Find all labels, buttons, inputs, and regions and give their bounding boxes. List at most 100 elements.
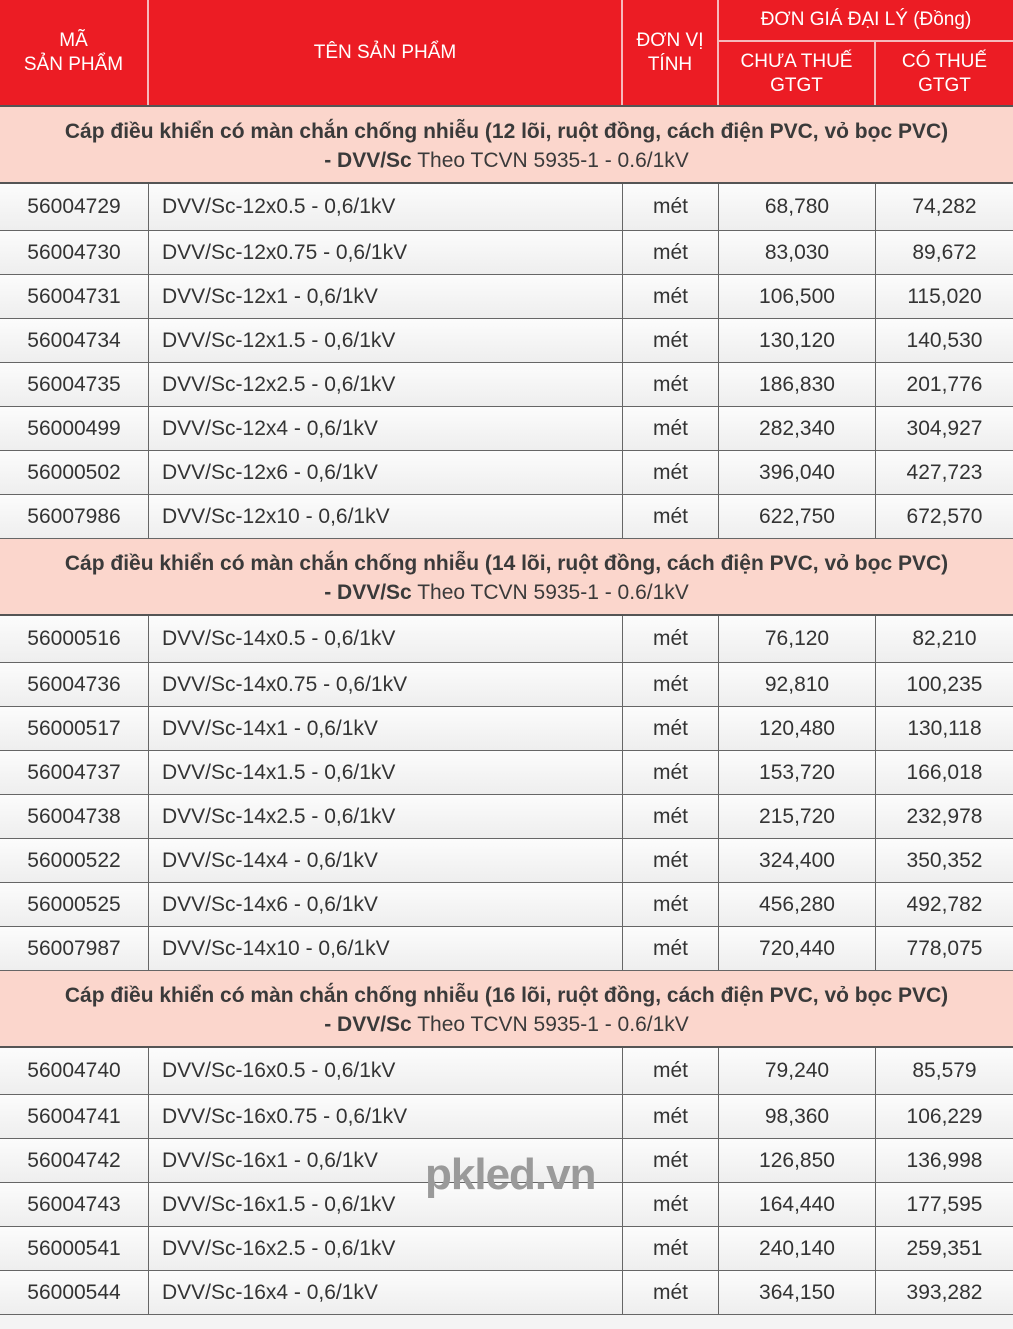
product-code: 56000516 (0, 616, 149, 662)
table-row: 56004742 DVV/Sc-16x1 - 0,6/1kV mét 126,850 1… (0, 1139, 1013, 1183)
product-name: DVV/Sc-14x1.5 - 0,6/1kV (149, 751, 623, 794)
product-name: DVV/Sc-16x0.75 - 0,6/1kV (149, 1095, 623, 1138)
price-with-tax: 350,352 (906, 848, 983, 872)
unit: mét (623, 707, 719, 750)
header-name: TÊN SẢN PHẨM (149, 0, 623, 105)
unit: mét (623, 1183, 719, 1226)
price-with-tax: 85,579 (912, 1059, 977, 1082)
section-title: Cáp điều khiển có màn chắn chống nhiễu (… (64, 552, 949, 575)
price-pre-tax: 153,720 (719, 751, 876, 794)
unit: mét (623, 839, 719, 882)
price-pre-tax: 396,040 (719, 451, 876, 494)
table-row: 56000502 DVV/Sc-12x6 - 0,6/1kV mét 396,040 4… (0, 451, 1013, 495)
product-code: 56000525 (0, 883, 149, 926)
table-row: 56000541 DVV/Sc-16x2.5 - 0,6/1kV mét 240,14… (0, 1227, 1013, 1271)
product-name: DVV/Sc-16x0.5 - 0,6/1kV (149, 1048, 623, 1094)
table-row: 56007986 DVV/Sc-12x10 - 0,6/1kV mét 622,750… (0, 495, 1013, 539)
unit: mét (623, 319, 719, 362)
product-name: DVV/Sc-12x2.5 - 0,6/1kV (149, 363, 623, 406)
product-name: DVV/Sc-12x0.5 - 0,6/1kV (149, 184, 623, 230)
price-pre-tax: 215,720 (719, 795, 876, 838)
header-unit: ĐƠN VỊ TÍNH (623, 0, 719, 105)
section-title: Cáp điều khiển có màn chắn chống nhiễu (… (64, 984, 949, 1007)
unit: mét (623, 616, 719, 662)
price-pre-tax: 456,280 (719, 883, 876, 926)
product-name: DVV/Sc-14x0.5 - 0,6/1kV (149, 616, 623, 662)
unit: mét (623, 1095, 719, 1138)
product-code: 56004735 (0, 363, 149, 406)
price-pre-tax: 186,830 (719, 363, 876, 406)
table-row: 56007987 DVV/Sc-14x10 - 0,6/1kV mét 720,440… (0, 927, 1013, 971)
table-row: 56000522 DVV/Sc-14x4 - 0,6/1kV mét 324,400 3… (0, 839, 1013, 883)
product-code: 56000502 (0, 451, 149, 494)
product-name: DVV/Sc-12x1 - 0,6/1kV (149, 275, 623, 318)
table-row: 56004737 DVV/Sc-14x1.5 - 0,6/1kV mét 153,72… (0, 751, 1013, 795)
watermark: pkled.vn (425, 1150, 596, 1199)
price-with-tax: 259,351 (906, 1236, 983, 1260)
table-row: 56004736 DVV/Sc-14x0.75 - 0,6/1kV mét 92,81… (0, 663, 1013, 707)
product-name: DVV/Sc-14x0.75 - 0,6/1kV (149, 663, 623, 706)
unit: mét (623, 1271, 719, 1314)
product-code: 56004737 (0, 751, 149, 794)
unit: mét (623, 883, 719, 926)
section-standard: Theo TCVN 5935-1 - 0.6/1kV (411, 1013, 689, 1036)
price-with-tax: 74,282 (912, 195, 977, 218)
product-name: DVV/Sc-12x1.5 - 0,6/1kV (149, 319, 623, 362)
price-with-tax: 115,020 (907, 284, 982, 308)
unit: mét (623, 231, 719, 274)
price-with-tax: 427,723 (906, 460, 983, 484)
product-name: DVV/Sc-12x0.75 - 0,6/1kV (149, 231, 623, 274)
product-name: DVV/Sc-14x1 - 0,6/1kV (149, 707, 623, 750)
product-name: DVV/Sc-12x10 - 0,6/1kV (149, 495, 623, 538)
product-code: 56004741 (0, 1095, 149, 1138)
price-with-tax: 177,595 (906, 1192, 983, 1216)
price-with-tax: 82,210 (912, 627, 977, 650)
section-header: Cáp điều khiển có màn chắn chống nhiễu (… (0, 539, 1013, 616)
unit: mét (623, 495, 719, 538)
section-standard: Theo TCVN 5935-1 - 0.6/1kV (411, 581, 689, 604)
product-code: 56000522 (0, 839, 149, 882)
table-row: 56004731 DVV/Sc-12x1 - 0,6/1kV mét 106,500 1… (0, 275, 1013, 319)
header-code: MÃ SẢN PHẨM (0, 0, 149, 105)
price-pre-tax: 68,780 (719, 184, 876, 230)
product-code: 56004731 (0, 275, 149, 318)
price-with-tax: 106,229 (906, 1104, 983, 1128)
price-with-tax: 130,118 (907, 716, 982, 740)
price-with-tax: 140,530 (906, 328, 983, 352)
product-name: DVV/Sc-12x6 - 0,6/1kV (149, 451, 623, 494)
table-row: 56004735 DVV/Sc-12x2.5 - 0,6/1kV mét 186,83… (0, 363, 1013, 407)
unit: mét (623, 1048, 719, 1094)
product-name: DVV/Sc-14x6 - 0,6/1kV (149, 883, 623, 926)
product-name: DVV/Sc-16x1 - 0,6/1kV (149, 1139, 623, 1182)
product-code: 56007987 (0, 927, 149, 970)
price-with-tax: 672,570 (906, 504, 983, 528)
section-header: Cáp điều khiển có màn chắn chống nhiễu (… (0, 107, 1013, 184)
table-row: 56004741 DVV/Sc-16x0.75 - 0,6/1kV mét 98,36… (0, 1095, 1013, 1139)
product-code: 56000544 (0, 1271, 149, 1314)
unit: mét (623, 751, 719, 794)
unit: mét (623, 1139, 719, 1182)
price-pre-tax: 130,120 (719, 319, 876, 362)
section-standard: Theo TCVN 5935-1 - 0.6/1kV (411, 149, 689, 172)
section-code: - DVV/Sc (324, 1013, 412, 1036)
product-name: DVV/Sc-16x1.5 - 0,6/1kV (149, 1183, 623, 1226)
unit: mét (623, 451, 719, 494)
price-pre-tax: 324,400 (719, 839, 876, 882)
product-code: 56004742 (0, 1139, 149, 1182)
price-with-tax: 492,782 (906, 892, 983, 916)
table-header: MÃ SẢN PHẨM TÊN SẢN PHẨM ĐƠN VỊ TÍNH ĐƠN… (0, 0, 1013, 107)
product-code: 56004738 (0, 795, 149, 838)
table-row: 56000517 DVV/Sc-14x1 - 0,6/1kV mét 120,480 1… (0, 707, 1013, 751)
product-code: 56004740 (0, 1048, 149, 1094)
table-row: 56000516 DVV/Sc-14x0.5 - 0,6/1kV mét 76,120… (0, 616, 1013, 663)
section-code: - DVV/Sc (324, 149, 412, 172)
product-code: 56000517 (0, 707, 149, 750)
price-with-tax: 166,018 (906, 760, 983, 784)
price-pre-tax: 92,810 (719, 663, 876, 706)
product-code: 56004729 (0, 184, 149, 230)
product-name: DVV/Sc-14x2.5 - 0,6/1kV (149, 795, 623, 838)
price-pre-tax: 76,120 (719, 616, 876, 662)
table-row: 56004738 DVV/Sc-14x2.5 - 0,6/1kV mét 215,72… (0, 795, 1013, 839)
table-row: 56004740 DVV/Sc-16x0.5 - 0,6/1kV mét 79,240… (0, 1048, 1013, 1095)
price-pre-tax: 126,850 (719, 1139, 876, 1182)
